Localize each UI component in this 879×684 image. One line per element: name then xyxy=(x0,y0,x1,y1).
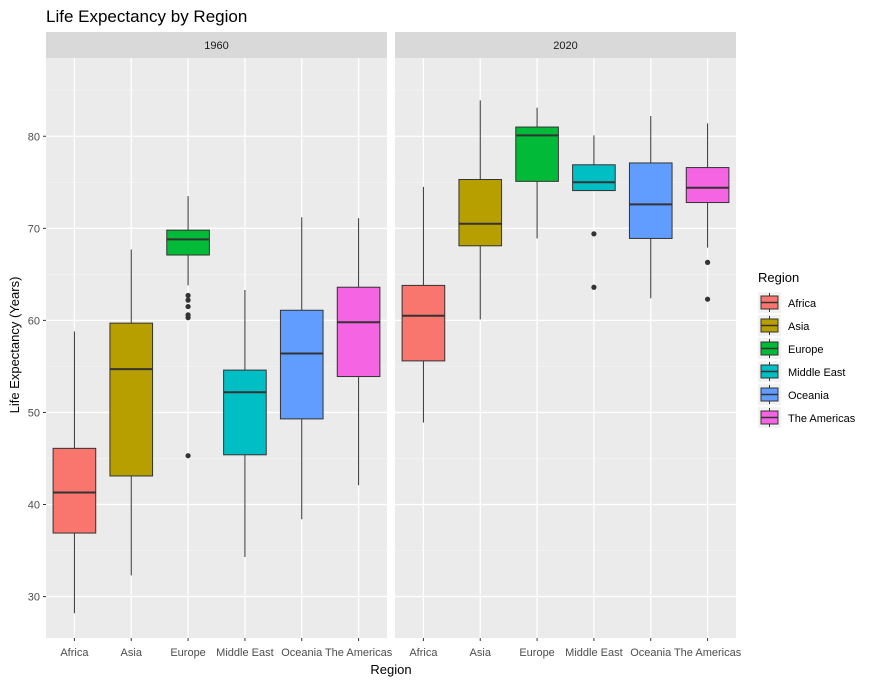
x-tick-label: The Americas xyxy=(674,647,742,659)
legend-label: Europe xyxy=(788,344,823,356)
x-tick-label: The Americas xyxy=(325,647,393,659)
x-tick-label: Europe xyxy=(170,647,205,659)
outlier-point xyxy=(185,297,191,303)
box-iqr xyxy=(109,322,154,477)
box-oceania xyxy=(628,116,673,299)
facet-panel-1960: 1960 30 40 50 60 70 80 Africa Asia Europe Middle E… xyxy=(28,32,393,659)
x-tick-label: Oceania xyxy=(281,647,323,659)
y-axis-title: Life Expectancy (Years) xyxy=(7,277,22,414)
box-iqr xyxy=(628,162,673,239)
legend-entry-the-americas: The Americas xyxy=(758,407,856,428)
x-tick-label: Asia xyxy=(470,647,492,659)
x-axis-title: Region xyxy=(370,662,411,677)
box-iqr xyxy=(279,309,324,420)
box-iqr xyxy=(572,164,616,192)
facet-strip-label: 2020 xyxy=(553,40,577,52)
y-tick-label: 40 xyxy=(28,500,40,512)
box-iqr xyxy=(166,229,210,256)
box-iqr xyxy=(685,167,730,204)
panel-background xyxy=(46,58,387,638)
y-tick-label: 50 xyxy=(28,407,40,419)
x-tick-label: Africa xyxy=(60,647,89,659)
outlier-point xyxy=(185,292,191,299)
y-tick-label: 70 xyxy=(28,223,40,235)
box-iqr xyxy=(223,369,267,456)
facet-strip xyxy=(395,32,736,58)
box-iqr xyxy=(336,286,381,378)
legend-entry-africa: Africa xyxy=(758,292,817,313)
x-tick-label: Europe xyxy=(519,647,554,659)
outlier-point xyxy=(591,284,597,290)
legend-title: Region xyxy=(758,270,799,285)
box-oceania xyxy=(279,217,324,520)
box-middle-east xyxy=(572,135,616,290)
box-middle-east xyxy=(223,290,267,557)
outlier-point xyxy=(591,231,597,237)
y-tick-label: 60 xyxy=(28,315,40,327)
outlier-point xyxy=(185,303,191,310)
facet-strip xyxy=(46,32,387,58)
outlier-point xyxy=(185,315,191,321)
box-the-americas xyxy=(685,123,730,302)
y-tick-label: 80 xyxy=(28,131,40,143)
legend: Region Africa Asia Europe Middle East Oceani… xyxy=(758,270,856,428)
x-tick-label: Oceania xyxy=(630,647,672,659)
x-tick-label: Asia xyxy=(121,647,143,659)
box-the-americas xyxy=(336,218,381,486)
box-africa xyxy=(401,186,446,423)
box-europe xyxy=(166,196,210,459)
box-europe xyxy=(515,107,559,239)
facet-panel-2020: 2020 Africa Asia Europe Middle East Oceania Th… xyxy=(395,32,742,659)
box-asia xyxy=(458,100,503,320)
facet-panels: 1960 30 40 50 60 70 80 Africa Asia Europe Middle E… xyxy=(28,32,742,659)
legend-label: Asia xyxy=(788,321,810,333)
box-iqr xyxy=(401,284,446,362)
legend-label: Africa xyxy=(788,298,817,310)
x-tick-label: Africa xyxy=(409,647,438,659)
panel-background xyxy=(395,58,736,638)
legend-label: Oceania xyxy=(788,390,830,402)
outlier-point xyxy=(185,453,191,459)
outlier-point xyxy=(704,296,711,302)
x-tick-label: Middle East xyxy=(565,647,622,659)
box-asia xyxy=(109,249,154,576)
chart-title: Life Expectancy by Region xyxy=(46,7,247,26)
legend-entry-europe: Europe xyxy=(758,338,823,359)
box-iqr xyxy=(52,447,97,534)
outlier-point xyxy=(704,259,711,265)
legend-label: The Americas xyxy=(788,413,856,425)
y-tick-label: 30 xyxy=(28,592,40,604)
x-tick-label: Middle East xyxy=(216,647,273,659)
legend-entry-asia: Asia xyxy=(758,315,810,336)
legend-entry-middle-east: Middle East xyxy=(758,361,845,382)
legend-entry-oceania: Oceania xyxy=(758,384,830,405)
box-iqr xyxy=(458,179,503,247)
box-africa xyxy=(52,331,97,614)
legend-label: Middle East xyxy=(788,367,845,379)
facet-strip-label: 1960 xyxy=(204,40,228,52)
